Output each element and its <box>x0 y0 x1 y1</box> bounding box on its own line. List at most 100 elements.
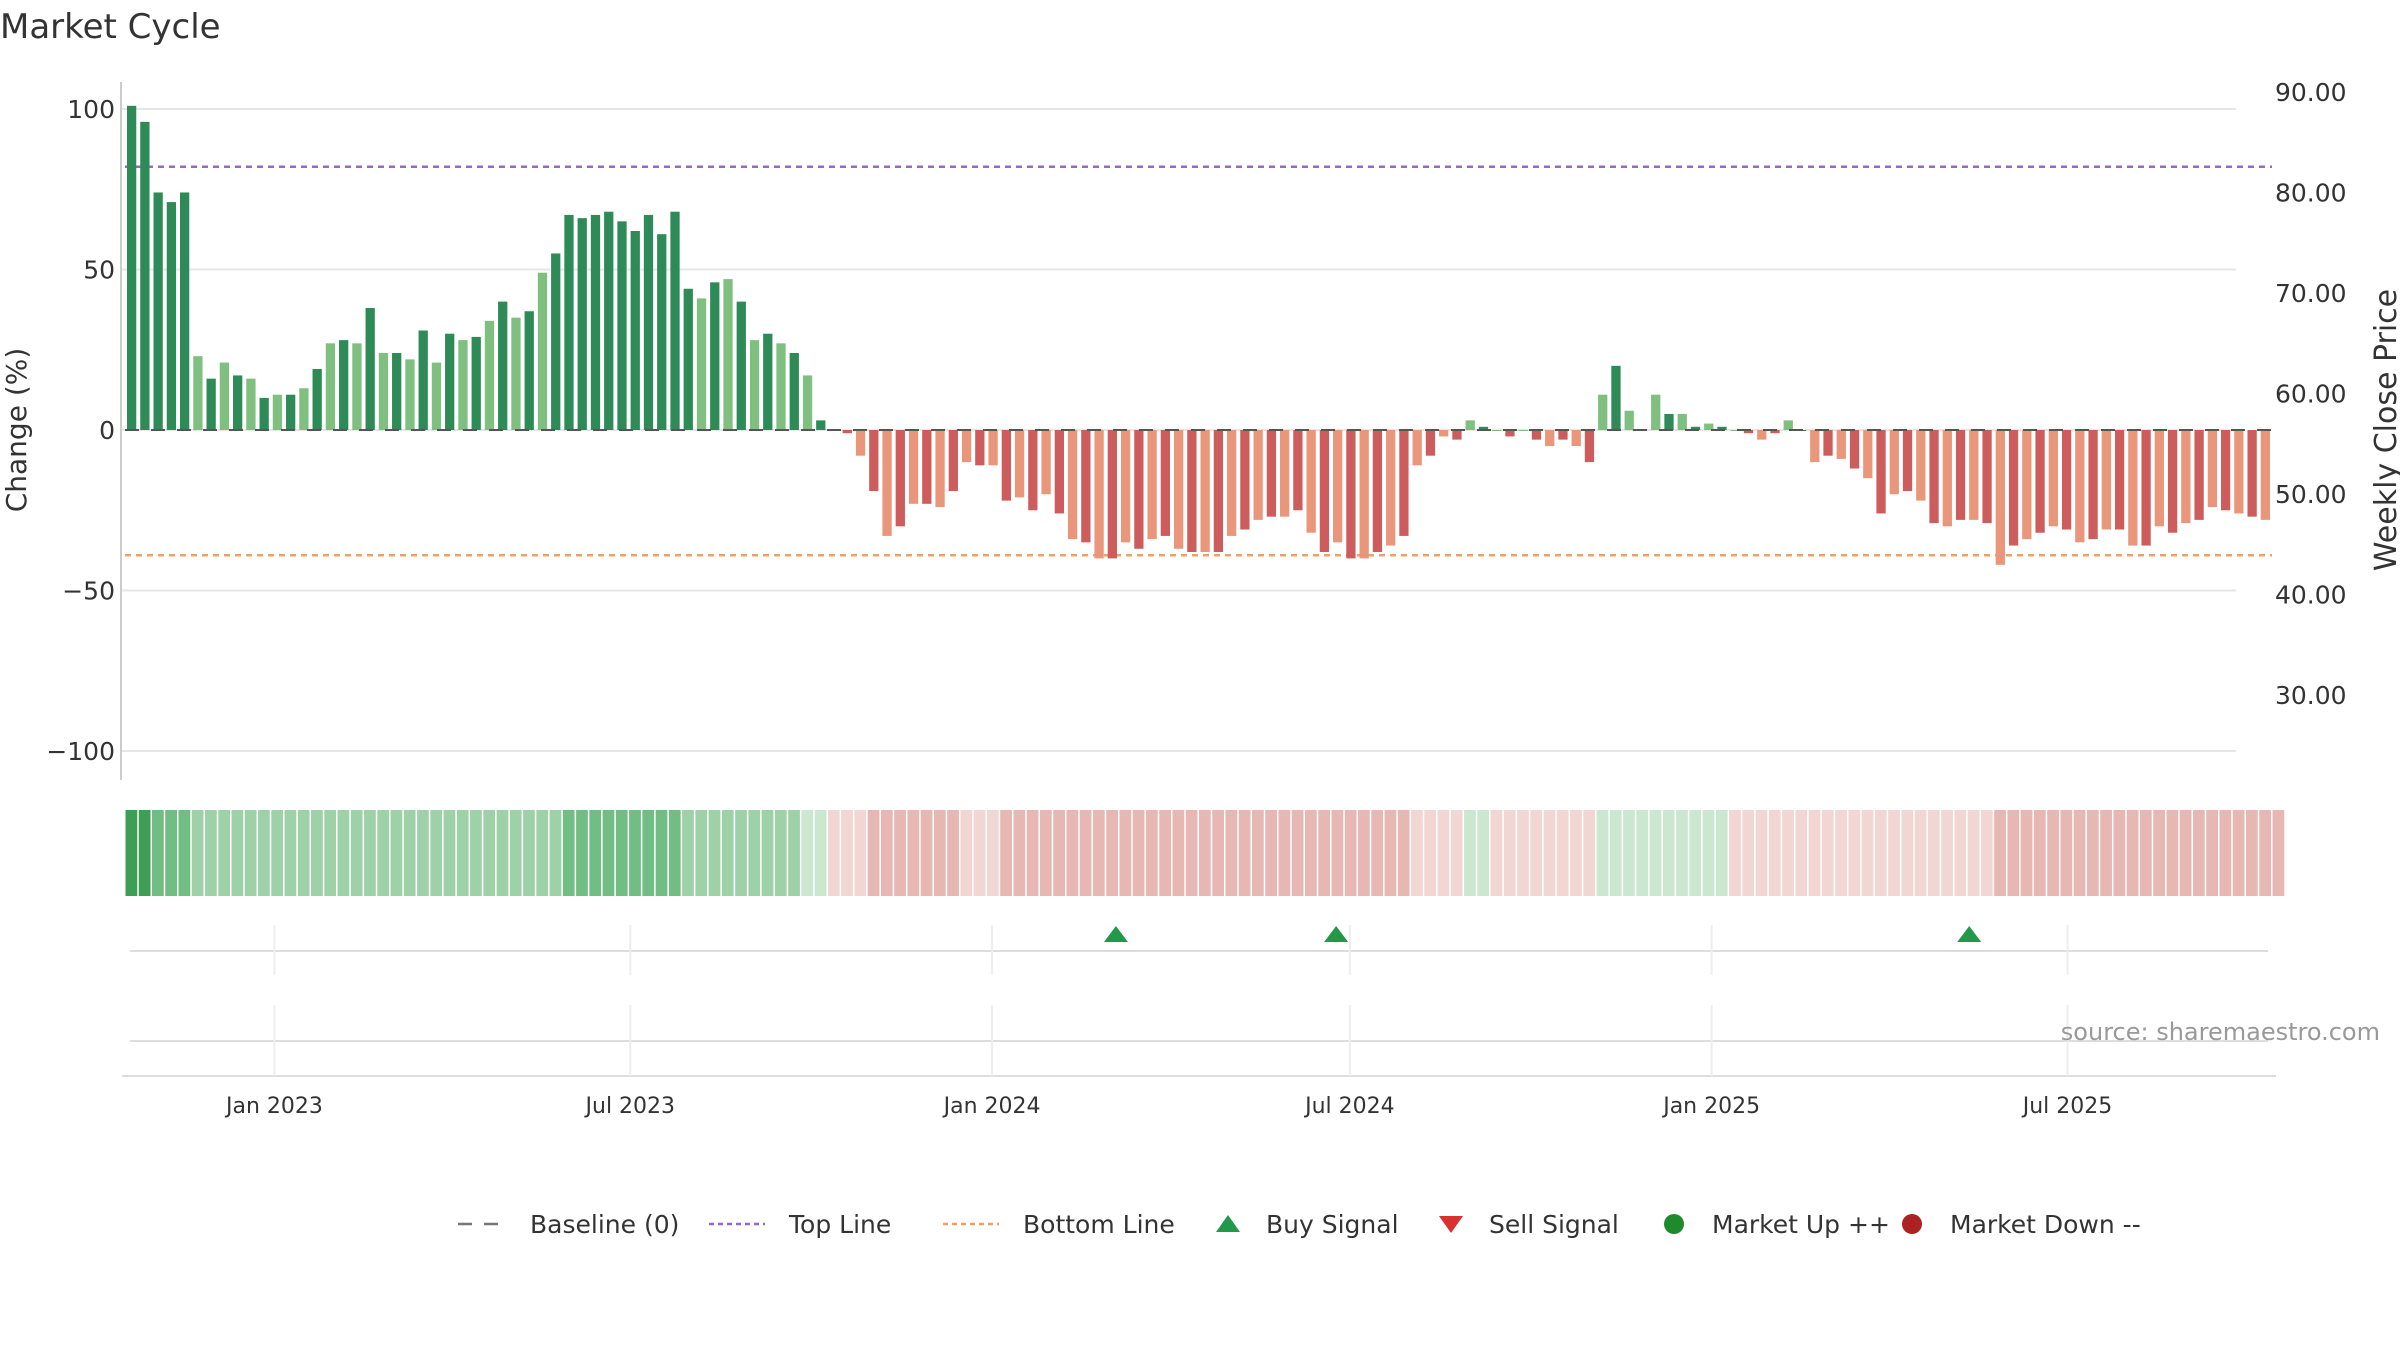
bar <box>1359 430 1369 559</box>
bar <box>1651 394 1661 430</box>
bar <box>1611 365 1621 430</box>
buy-signal-marker <box>1324 926 1349 942</box>
bar <box>789 352 799 430</box>
strength-cell <box>1411 810 1423 896</box>
bar <box>1399 430 1409 536</box>
bar <box>1902 430 1913 491</box>
bar <box>1001 430 1011 501</box>
strength-cell <box>933 810 946 896</box>
strength-cell <box>1676 810 1688 896</box>
bar <box>312 369 322 430</box>
y2-tick-label: 60.00 <box>2275 380 2347 409</box>
strength-cell <box>1954 810 1967 896</box>
y2-axis-label: Weekly Close Price <box>2369 289 2400 571</box>
strength-cell <box>1636 810 1649 896</box>
strength-cell <box>165 810 178 896</box>
strength-cell <box>1543 810 1556 896</box>
vertical-grid <box>273 925 2069 1076</box>
bar <box>1226 430 1237 536</box>
buy-signal-marker <box>1103 926 1128 942</box>
strength-cell <box>1039 810 1052 896</box>
bar <box>1995 430 2005 565</box>
strength-cell <box>1225 810 1238 896</box>
bar <box>1929 430 1939 524</box>
strength-cell <box>178 810 191 896</box>
bar <box>630 230 640 430</box>
bar <box>816 420 826 430</box>
strength-cell <box>205 810 217 896</box>
strength-cell <box>1013 810 1026 896</box>
strength-cell <box>430 810 443 896</box>
bar <box>1478 426 1489 430</box>
strength-cell <box>2073 810 2086 896</box>
bar <box>1584 430 1595 463</box>
bar <box>1743 430 1754 434</box>
strength-cell <box>2153 810 2165 896</box>
strength-cell <box>854 810 867 896</box>
legend-label: Sell Signal <box>1489 1210 1619 1239</box>
bar <box>1876 430 1886 514</box>
bar <box>1213 430 1224 552</box>
strength-cell <box>1437 810 1450 896</box>
strength-cell <box>337 810 350 896</box>
strength-cell <box>894 810 906 896</box>
strength-cell <box>814 810 827 896</box>
bar <box>1452 430 1462 440</box>
strength-cell <box>2245 810 2258 896</box>
legend-label: Bottom Line <box>1023 1210 1175 1239</box>
bar <box>1916 430 1926 501</box>
strength-cell <box>152 810 164 896</box>
strength-cell <box>1914 810 1927 896</box>
bar <box>1306 430 1316 533</box>
strength-cell <box>642 810 655 896</box>
strength-cell <box>138 810 151 896</box>
y2-tick-label: 50.00 <box>2275 480 2347 509</box>
strength-cell <box>417 810 429 896</box>
bar <box>1147 430 1157 540</box>
strength-cell <box>1649 810 1662 896</box>
x-tick-label: Jul 2024 <box>1303 1094 1395 1119</box>
bar <box>1531 430 1542 440</box>
bar <box>537 272 548 430</box>
bar <box>153 192 163 430</box>
bar <box>961 430 972 463</box>
legend-item: Sell Signal <box>1439 1210 1619 1239</box>
strength-cell <box>2100 810 2112 896</box>
strength-cell <box>721 810 734 896</box>
y2-tick-label: 30.00 <box>2275 681 2347 710</box>
circle-icon <box>1902 1214 1922 1234</box>
strength-cell <box>774 810 787 896</box>
strength-cell <box>2020 810 2033 896</box>
strength-cell <box>1358 810 1370 896</box>
bar <box>1783 420 1793 430</box>
bar <box>524 311 534 430</box>
strength-cell <box>1119 810 1132 896</box>
legend-label: Market Down -- <box>1950 1210 2141 1239</box>
strength-cell <box>2086 810 2099 896</box>
bar <box>1014 430 1025 498</box>
strength-cell <box>2166 810 2179 896</box>
bar <box>2075 430 2085 543</box>
strength-cell <box>1238 810 1251 896</box>
bar <box>339 340 349 430</box>
bar <box>1624 410 1634 430</box>
strength-cell <box>1490 810 1503 896</box>
bar <box>2128 430 2138 546</box>
strength-cell <box>350 810 363 896</box>
strength-cell <box>655 810 668 896</box>
bar <box>895 430 905 527</box>
strength-cell <box>2259 810 2271 896</box>
bar <box>233 375 243 430</box>
strength-cell <box>1702 810 1715 896</box>
bar <box>643 214 654 430</box>
signal-markers <box>1103 926 1982 942</box>
bar <box>1333 430 1343 543</box>
strength-cell <box>1874 810 1887 896</box>
strength-cell <box>1596 810 1609 896</box>
strength-cell <box>1609 810 1622 896</box>
circle-icon <box>1664 1214 1684 1234</box>
bar <box>1571 430 1581 447</box>
strength-cell <box>1715 810 1728 896</box>
strength-cell <box>602 810 615 896</box>
bar <box>749 340 760 430</box>
